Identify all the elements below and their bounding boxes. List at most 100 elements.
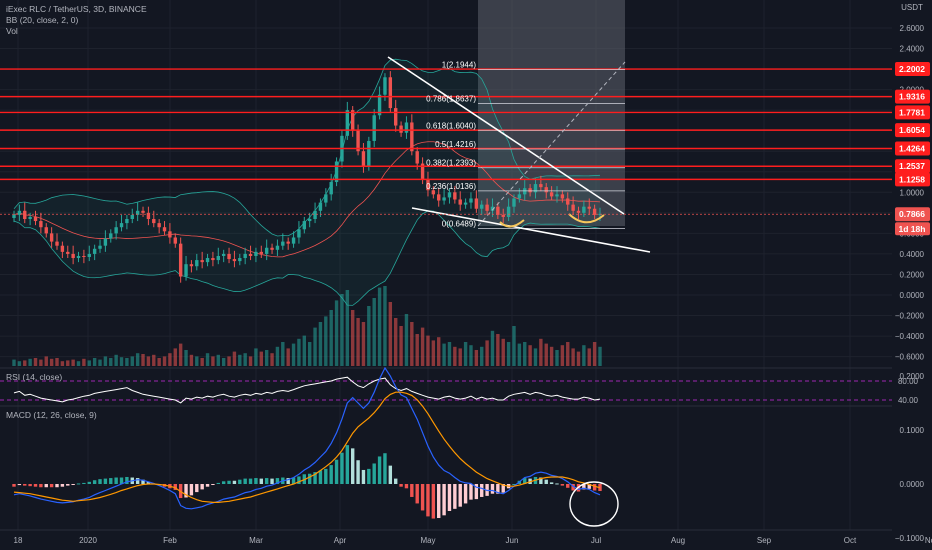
support-trendline[interactable]	[411, 207, 651, 253]
symbol-title[interactable]: iExec RLC / TetherUS, 3D, BINANCE	[6, 4, 147, 14]
macd-hist-bar	[458, 484, 462, 507]
candle-body	[12, 214, 16, 218]
macd-tick: 0.2000	[900, 372, 925, 381]
candle-body	[372, 115, 376, 141]
trend-drawings[interactable]	[387, 56, 651, 253]
candle-body	[135, 210, 140, 215]
macd-hist-bar	[184, 484, 188, 498]
candle-body	[291, 237, 296, 244]
macd-hist-bar	[66, 484, 70, 486]
candle-body	[307, 219, 312, 222]
macd-hist-bar	[243, 478, 247, 484]
volume-bar	[415, 334, 419, 366]
candle-body	[469, 198, 473, 203]
macd-hist-bar	[410, 484, 414, 497]
candle-body	[361, 151, 366, 167]
price-tags: 2.2002 1.9316 1.7781 1.6054 1.4264 1.2537 1.12…	[0, 62, 930, 236]
resistance-levels[interactable]	[0, 68, 892, 181]
price-candles	[12, 71, 602, 283]
candle-body	[501, 214, 505, 217]
macd-hist-bar	[109, 478, 113, 484]
candle-body	[33, 216, 38, 222]
volume-bar	[103, 356, 108, 366]
macd-hist-bar	[490, 484, 495, 494]
volume-bar	[490, 330, 495, 366]
level-price-tag	[895, 62, 930, 77]
volume-bar	[216, 354, 220, 366]
volume-bar	[377, 287, 382, 366]
volume-bar	[33, 358, 38, 366]
macd-hist-bar	[313, 472, 317, 484]
macd-hist-bar	[496, 484, 500, 494]
volume-bar	[157, 358, 161, 366]
candle-body	[388, 77, 393, 109]
candle-body	[426, 179, 430, 191]
macd-hist-bar	[555, 483, 559, 485]
volume-bar	[49, 358, 54, 366]
candle-body	[109, 233, 113, 239]
current-price-text: 0.7866	[899, 209, 925, 219]
candle-body	[200, 260, 204, 263]
candle-body	[152, 219, 156, 224]
price-tick: 2.4000	[900, 45, 925, 54]
descending-trendline[interactable]	[387, 56, 625, 215]
macd-tick: 0.0000	[900, 480, 925, 489]
candle-body	[39, 221, 43, 228]
level-price-text: 1.7781	[899, 107, 925, 117]
volume-bar	[587, 348, 591, 366]
macd-hist-bar	[447, 484, 452, 511]
macd-hist-bar	[125, 476, 129, 484]
candle-body	[184, 264, 188, 277]
candle-body	[281, 241, 285, 246]
level-price-tag	[895, 159, 930, 174]
macd-hist-bar	[248, 478, 253, 484]
bb-fill	[14, 59, 600, 306]
time-tick: 18	[14, 536, 23, 545]
volume-bar	[539, 338, 543, 366]
bb-legend[interactable]: BB (20, close, 2, 0)	[6, 15, 79, 25]
candle-body	[490, 206, 495, 211]
macd-hist-bar	[399, 484, 403, 487]
time-tick: Sep	[757, 536, 772, 545]
candle-body	[345, 110, 350, 136]
candle-body	[82, 255, 86, 258]
rsi-axis: 80.00 40.00	[898, 377, 919, 405]
candle-body	[587, 206, 591, 209]
macd-hist-bar	[23, 484, 27, 486]
macd-hist-bar	[340, 452, 344, 484]
candle-body	[275, 245, 280, 250]
macd-circle-annotation	[569, 481, 619, 527]
candle-body	[415, 151, 419, 164]
macd-hist-bar	[415, 484, 419, 504]
macd-hist-bar	[205, 484, 210, 487]
volume-bar	[426, 335, 430, 366]
candle-body	[496, 206, 500, 215]
macd-hist-bar	[98, 479, 102, 484]
volume-bar	[318, 322, 323, 366]
macd-hist-bar	[270, 478, 274, 484]
candle-body	[178, 243, 183, 277]
volume-bar	[189, 354, 194, 366]
volume-bar	[98, 359, 102, 366]
candle-body	[17, 210, 22, 215]
rsi-legend[interactable]: RSI (14, close)	[6, 372, 63, 382]
macd-hist-bar	[17, 484, 22, 486]
vol-legend[interactable]: Vol	[6, 26, 18, 36]
bottom-arc-left	[499, 219, 525, 228]
fib-diagonal	[477, 61, 626, 227]
candle-body	[297, 229, 301, 238]
macd-hist-bar	[334, 459, 339, 484]
time-axis[interactable]: 18 2020 Feb Mar Apr May Jun Jul Aug Sep Oct Nov	[14, 536, 932, 545]
price-axis[interactable]: USDT2.60002.40002.20002.00001.80001.6000…	[892, 0, 932, 550]
candle-body	[318, 202, 323, 211]
candle-body	[211, 258, 215, 261]
volume-bar	[517, 343, 522, 366]
macd-legend[interactable]: MACD (12, 26, close, 9)	[6, 410, 97, 420]
macd-hist-bar	[189, 484, 194, 496]
candle-body	[480, 204, 484, 209]
macd-tick: −0.1000	[895, 534, 925, 543]
macd-hist-bar	[92, 480, 97, 484]
macd-hist-bar	[76, 483, 81, 485]
macd-hist-bar	[291, 477, 296, 484]
